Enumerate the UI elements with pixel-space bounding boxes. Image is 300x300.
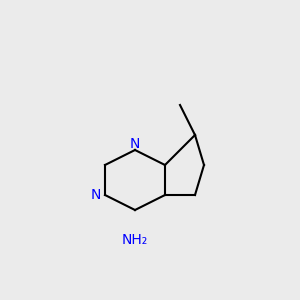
Text: N: N [130, 137, 140, 151]
Text: N: N [91, 188, 101, 202]
Text: NH₂: NH₂ [122, 233, 148, 247]
